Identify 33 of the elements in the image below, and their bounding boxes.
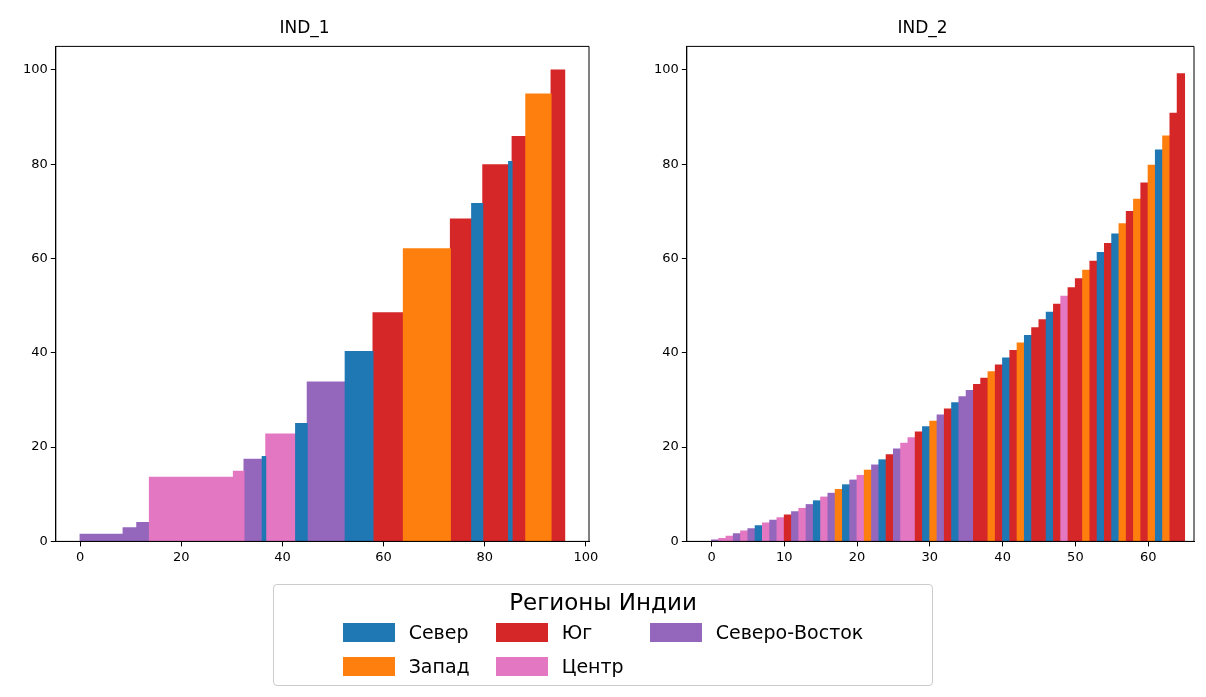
y-tick-label: 60 xyxy=(662,249,679,265)
legend-label: Юг xyxy=(561,620,593,645)
y-tick-label: 60 xyxy=(31,249,48,265)
x-tick-label: 30 xyxy=(921,548,939,564)
x-tick-label: 0 xyxy=(75,548,85,564)
x-tick-label: 20 xyxy=(848,548,866,564)
y-tick-label: 100 xyxy=(653,61,679,77)
y-tick-label: 80 xyxy=(31,155,48,171)
legend-title: Регионы Индии xyxy=(508,589,698,615)
x-tick-label: 0 xyxy=(707,548,716,564)
y-tick-label: 0 xyxy=(670,532,679,548)
x-tick-label: 50 xyxy=(1067,548,1084,564)
legend-label: Центр xyxy=(561,654,624,679)
y-tick-label: 40 xyxy=(31,344,48,360)
legend-label: Запад xyxy=(408,654,470,679)
y-tick-label: 20 xyxy=(662,438,679,454)
y-tick-label: 100 xyxy=(22,61,48,77)
legend-label: Северо-Восток xyxy=(715,620,864,645)
y-tick-label: 40 xyxy=(662,344,679,360)
x-tick-label: 40 xyxy=(274,548,291,564)
x-tick-label: 60 xyxy=(375,548,392,564)
chart-title: IND_2 xyxy=(897,16,948,38)
x-tick-label: 40 xyxy=(994,548,1011,564)
x-tick-label: 10 xyxy=(776,548,793,564)
x-tick-label: 100 xyxy=(573,548,599,564)
x-tick-label: 60 xyxy=(1139,548,1157,564)
legend-label: Север xyxy=(408,620,469,645)
y-tick-label: 80 xyxy=(662,155,679,171)
y-tick-label: 20 xyxy=(31,438,48,454)
y-tick-label: 0 xyxy=(39,532,48,548)
x-tick-label: 80 xyxy=(476,548,494,564)
chart-title: IND_1 xyxy=(279,16,330,38)
x-tick-label: 20 xyxy=(173,548,190,564)
